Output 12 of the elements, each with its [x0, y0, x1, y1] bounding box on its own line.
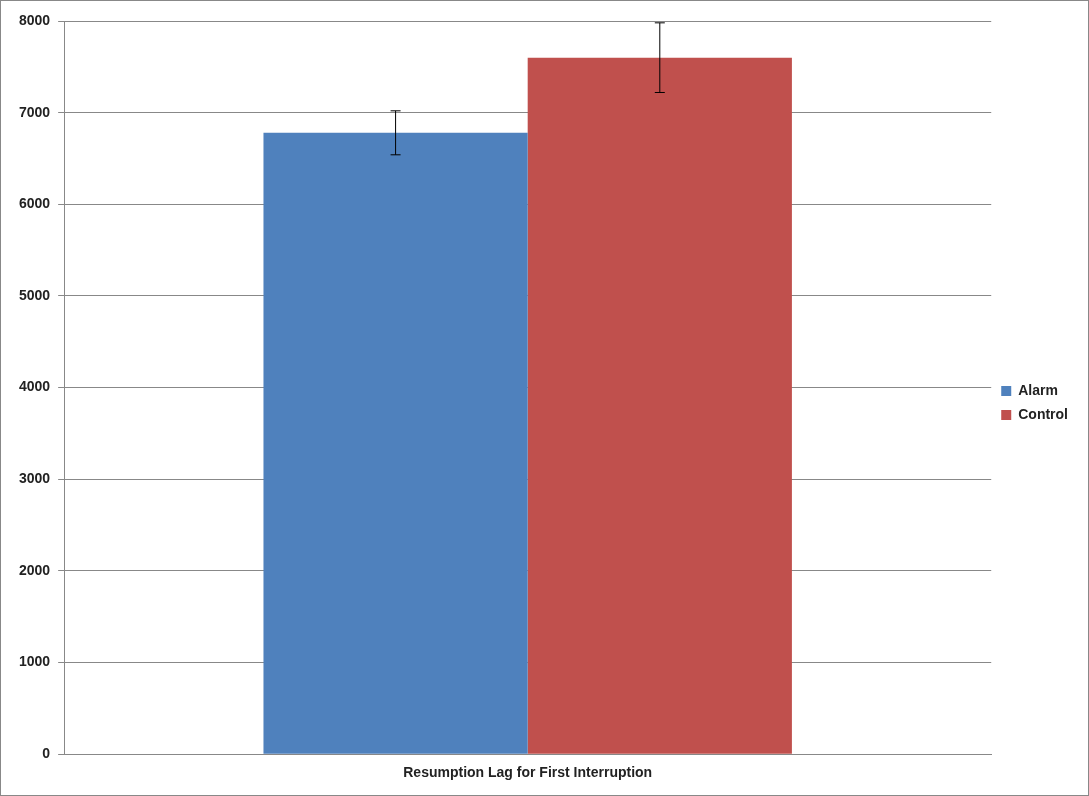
legend-label: Control — [1018, 405, 1068, 422]
y-tick-label: 1000 — [18, 653, 51, 670]
y-tick-label: 8000 — [18, 11, 51, 28]
y-tick-label: 5000 — [18, 286, 51, 303]
legend-label: Alarm — [1018, 381, 1058, 398]
y-tick-label: 2000 — [18, 561, 51, 578]
y-tick-label: 4000 — [18, 378, 51, 395]
y-tick-label: 3000 — [18, 470, 51, 487]
y-tick-label: 6000 — [18, 195, 51, 212]
x-tick-label: Resumption Lag for First Interruption — [403, 764, 653, 781]
y-tick-label: 7000 — [18, 103, 51, 120]
y-tick-label: 0 — [42, 745, 51, 762]
